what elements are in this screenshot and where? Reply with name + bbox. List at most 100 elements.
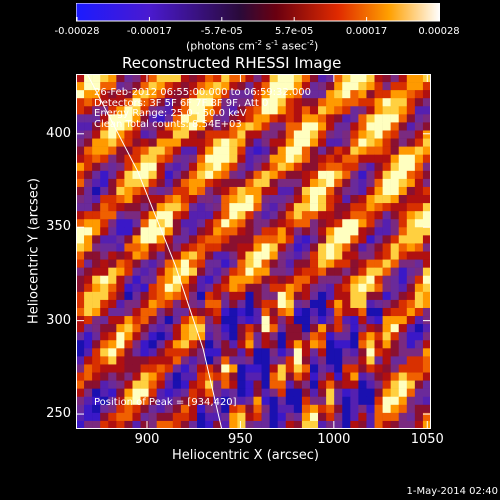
heatmap-cell: [229, 307, 238, 317]
heatmap-cell: [132, 404, 141, 414]
heatmap-cell: [116, 364, 125, 373]
heatmap-cell: [92, 316, 101, 325]
heatmap-cell: [237, 364, 246, 373]
heatmap-cell: [334, 324, 343, 333]
heatmap-cell: [245, 74, 254, 83]
heatmap-cell: [205, 243, 214, 252]
heatmap-cell: [237, 396, 246, 406]
heatmap-cell: [92, 372, 101, 381]
heatmap-cell: [342, 138, 351, 147]
heatmap-cell: [164, 420, 174, 429]
heatmap-cell: [108, 316, 117, 325]
heatmap-cell: [237, 122, 246, 131]
heatmap-cell: [116, 404, 125, 414]
heatmap-cell: [148, 98, 157, 107]
heatmap-cell: [285, 364, 295, 373]
heatmap-cell: [108, 396, 117, 406]
heatmap-cell: [237, 348, 246, 357]
heatmap-cell: [100, 372, 109, 381]
heatmap-cell: [237, 130, 246, 139]
heatmap-cell: [318, 170, 327, 180]
heatmap-cell: [237, 259, 246, 268]
heatmap-cell: [342, 130, 351, 139]
heatmap-cell: [148, 74, 157, 83]
heatmap-cell: [382, 348, 391, 357]
heatmap-cell: [148, 291, 157, 301]
heatmap-cell: [156, 227, 166, 236]
heatmap-cell: [229, 356, 238, 365]
heatmap-cell: [100, 364, 109, 373]
heatmap-cell: [285, 114, 295, 123]
heatmap-cell: [358, 356, 367, 365]
heatmap-cell: [285, 243, 295, 252]
heatmap-cell: [221, 74, 230, 83]
heatmap-cell: [334, 82, 343, 91]
heatmap-cell: [374, 267, 383, 277]
heatmap-cell: [148, 138, 157, 147]
heatmap-cell: [124, 348, 133, 357]
heatmap-cell: [398, 324, 408, 333]
heatmap-cell: [309, 74, 319, 83]
heatmap-cell: [245, 275, 254, 285]
heatmap-cell: [277, 114, 287, 123]
heatmap-cell: [100, 340, 109, 349]
heatmap-cell: [148, 186, 157, 196]
heatmap-cell: [76, 420, 85, 429]
heatmap-cell: [326, 291, 335, 301]
heatmap-cell: [140, 74, 149, 83]
heatmap-cell: [269, 98, 279, 107]
heatmap-cell: [366, 307, 375, 317]
heatmap-cell: [116, 251, 125, 260]
heatmap-cell: [366, 396, 375, 406]
heatmap-cell: [342, 114, 351, 123]
heatmap-cell: [205, 307, 214, 317]
heatmap-cell: [237, 291, 246, 301]
heatmap-cell: [422, 90, 431, 99]
heatmap-cell: [156, 106, 166, 115]
heatmap-cell: [390, 114, 400, 123]
heatmap-cell: [237, 283, 246, 293]
heatmap-cell: [197, 396, 206, 406]
heatmap-cell: [164, 388, 174, 398]
heatmap-cell: [293, 364, 303, 373]
heatmap-cell: [398, 235, 408, 244]
heatmap-cell: [261, 307, 270, 317]
heatmap-cell: [132, 82, 141, 91]
heatmap-cell: [108, 380, 117, 389]
heatmap-cell: [374, 203, 383, 212]
heatmap-cell: [100, 251, 109, 260]
heatmap-cell: [116, 211, 125, 220]
heatmap-cell: [245, 203, 254, 212]
heatmap-cell: [100, 227, 109, 236]
heatmap-cell: [414, 420, 424, 429]
heatmap-cell: [124, 243, 133, 252]
heatmap-cell: [261, 348, 270, 357]
heatmap-cell: [148, 130, 157, 139]
heatmap-cell: [414, 356, 424, 365]
heatmap-cell: [132, 235, 141, 244]
heatmap-cell: [277, 211, 287, 220]
heatmap-cell: [84, 195, 93, 204]
heatmap-cell: [84, 267, 93, 277]
heatmap-cell: [188, 211, 198, 220]
heatmap-cell: [116, 227, 125, 236]
heatmap-cell: [221, 412, 230, 422]
heatmap-cell: [318, 227, 327, 236]
heatmap-cell: [293, 396, 303, 406]
heatmap-cell: [406, 275, 416, 285]
heatmap-cell: [245, 388, 254, 398]
heatmap-cell: [237, 154, 246, 164]
heatmap-cell: [358, 130, 367, 139]
heatmap-cell: [76, 114, 85, 123]
heatmap-cell: [382, 356, 391, 365]
heatmap-cell: [309, 227, 319, 236]
heatmap-cell: [180, 227, 190, 236]
heatmap-cell: [269, 412, 279, 422]
heatmap-cell: [116, 98, 125, 107]
heatmap-cell: [140, 372, 149, 381]
heatmap-cell: [269, 372, 279, 381]
heatmap-cell: [366, 412, 375, 422]
heatmap-cell: [84, 420, 93, 429]
heatmap-cell: [164, 364, 174, 373]
heatmap-cell: [100, 122, 109, 131]
